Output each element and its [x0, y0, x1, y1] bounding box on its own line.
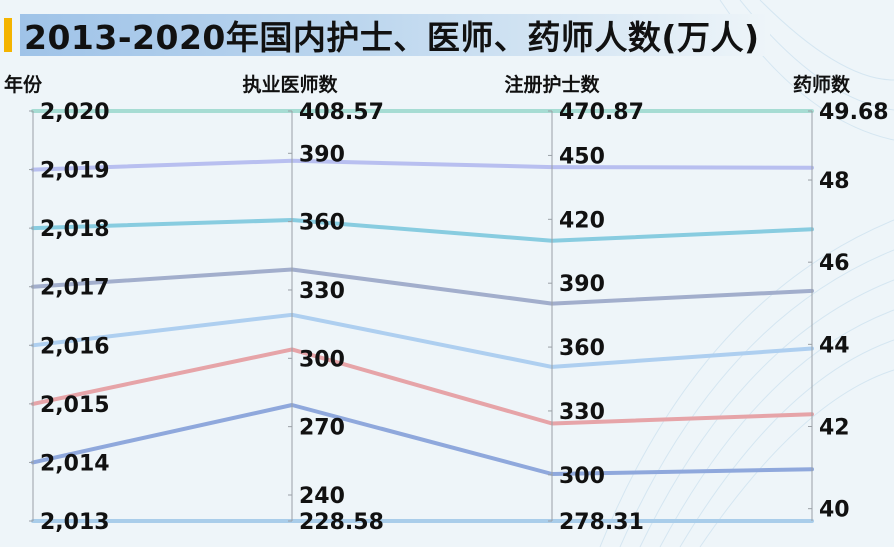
tick-label-3-1: 42 [819, 416, 850, 441]
series-line-2018 [31, 218, 814, 243]
tick-label-3-4: 48 [819, 169, 850, 194]
series-line-2014 [31, 403, 814, 476]
tick-label-1-3: 300 [299, 347, 345, 372]
tick-label-0-7: 2,020 [40, 100, 110, 125]
tick-label-3-3: 46 [819, 251, 850, 276]
title-accent-bar [4, 18, 12, 52]
series-line-2017 [31, 267, 814, 306]
tick-label-2-5: 420 [559, 208, 605, 233]
series-line-2015 [31, 347, 814, 426]
tick-label-3-2: 44 [819, 333, 850, 358]
tick-label-2-0: 278.31 [559, 510, 644, 535]
tick-label-3-5: 49.68 [819, 100, 889, 125]
tick-label-1-0: 228.58 [299, 510, 384, 535]
tick-label-1-7: 408.57 [299, 100, 384, 125]
tick-label-0-1: 2,014 [40, 451, 110, 476]
axis-title-2: 注册护士数 [504, 73, 600, 96]
tick-label-1-2: 270 [299, 416, 345, 441]
tick-label-2-4: 390 [559, 272, 605, 297]
series-line-2019 [31, 158, 814, 172]
series-line-2016 [31, 312, 814, 369]
title-box: 2013-2020年国内护士、医师、药师人数(万人) [20, 14, 770, 57]
tick-label-3-0: 40 [819, 498, 850, 523]
tick-label-1-1: 240 [299, 484, 345, 509]
tick-label-1-4: 330 [299, 279, 345, 304]
tick-label-2-3: 360 [559, 336, 605, 361]
tick-label-1-6: 390 [299, 142, 345, 167]
chart-title: 2013-2020年国内护士、医师、药师人数(万人) [24, 18, 760, 57]
tick-label-2-1: 300 [559, 464, 605, 489]
tick-label-0-4: 2,017 [40, 276, 110, 301]
tick-label-0-0: 2,013 [40, 510, 110, 535]
tick-label-0-6: 2,019 [40, 159, 110, 184]
chart-title-bar: 2013-2020年国内护士、医师、药师人数(万人) [4, 12, 770, 58]
axis-title-0: 年份 [4, 73, 43, 96]
tick-label-2-2: 330 [559, 400, 605, 425]
axis-title-1: 执业医师数 [242, 73, 338, 96]
tick-label-0-5: 2,018 [40, 217, 110, 242]
tick-label-2-7: 470.87 [559, 100, 644, 125]
tick-label-0-3: 2,016 [40, 334, 110, 359]
axis-title-3: 药师数 [793, 73, 851, 96]
tick-label-1-5: 360 [299, 211, 345, 236]
tick-label-0-2: 2,015 [40, 393, 110, 418]
tick-label-2-6: 450 [559, 144, 605, 169]
